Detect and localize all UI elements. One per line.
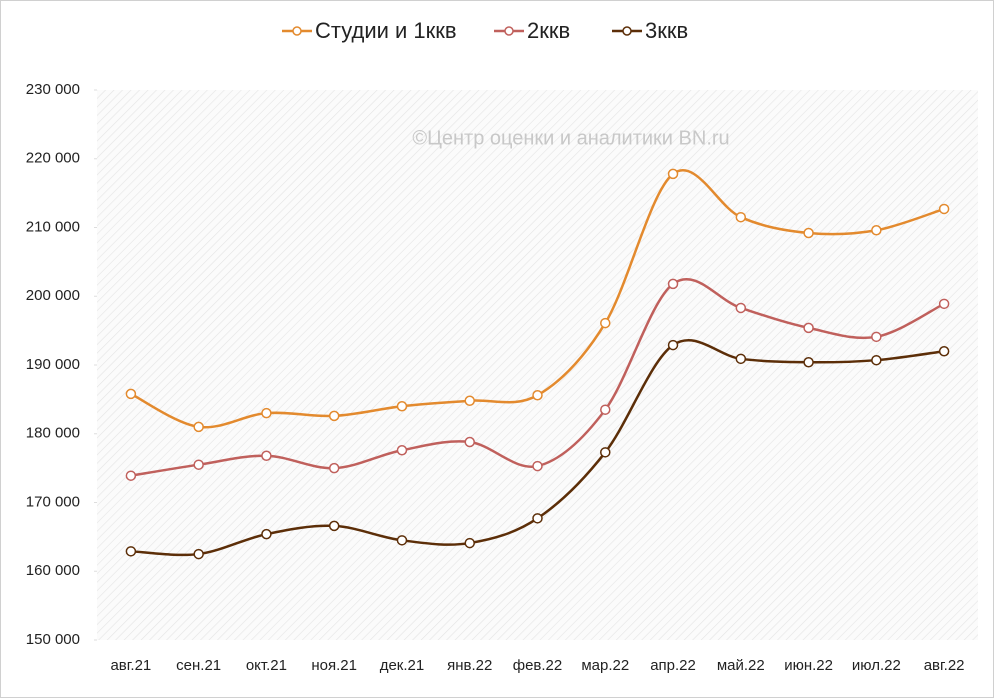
point bbox=[938, 346, 950, 357]
y-tick-label: 230 000 bbox=[26, 81, 80, 98]
x-tick-label: ноя.21 bbox=[311, 657, 357, 674]
y-tick-label: 220 000 bbox=[26, 150, 80, 167]
point bbox=[396, 401, 408, 412]
point bbox=[193, 548, 204, 560]
point bbox=[803, 322, 814, 334]
point bbox=[328, 410, 340, 422]
point bbox=[735, 302, 747, 314]
point bbox=[464, 537, 475, 549]
point bbox=[600, 317, 611, 329]
point bbox=[261, 407, 272, 419]
x-tick-label: авг.22 bbox=[924, 657, 965, 674]
point bbox=[125, 470, 137, 481]
point bbox=[600, 404, 611, 415]
point bbox=[871, 354, 882, 366]
x-tick-label: июл.22 bbox=[852, 657, 901, 674]
x-tick-label: июн.22 bbox=[784, 657, 833, 674]
y-tick-label: 180 000 bbox=[26, 425, 80, 442]
point bbox=[667, 168, 679, 180]
x-tick-label: окт.21 bbox=[246, 657, 287, 674]
y-tick-label: 170 000 bbox=[26, 493, 80, 510]
watermark: ©Центр оценки и аналитики BN.ru bbox=[412, 127, 729, 149]
point bbox=[871, 331, 882, 343]
point bbox=[667, 339, 679, 351]
x-tick-label: дек.21 bbox=[380, 657, 425, 674]
point bbox=[735, 353, 747, 365]
y-tick-label: 200 000 bbox=[26, 287, 80, 304]
y-tick-label: 210 000 bbox=[26, 218, 80, 235]
x-tick-label: авг.21 bbox=[110, 657, 151, 674]
point bbox=[803, 227, 814, 239]
point bbox=[193, 459, 204, 470]
point bbox=[871, 225, 882, 236]
y-tick-label: 150 000 bbox=[26, 631, 80, 648]
point bbox=[261, 528, 272, 540]
point bbox=[532, 513, 543, 524]
point bbox=[328, 520, 340, 532]
point bbox=[464, 436, 475, 448]
point bbox=[735, 211, 747, 223]
point bbox=[396, 445, 408, 456]
legend-label: 3ккв bbox=[645, 18, 688, 43]
point bbox=[125, 546, 137, 557]
legend-label: Студии и 1ккв bbox=[315, 18, 457, 43]
point bbox=[667, 278, 679, 290]
point bbox=[125, 388, 137, 400]
y-tick-label: 160 000 bbox=[26, 562, 80, 579]
point bbox=[193, 421, 204, 433]
x-tick-label: фев.22 bbox=[513, 657, 563, 674]
point bbox=[803, 357, 814, 368]
legend-marker bbox=[622, 26, 632, 36]
point bbox=[938, 203, 950, 215]
point bbox=[464, 395, 475, 406]
x-tick-label: май.22 bbox=[717, 657, 765, 674]
point bbox=[600, 447, 611, 458]
x-tick-label: янв.22 bbox=[447, 657, 492, 674]
legend-label: 2ккв bbox=[527, 18, 570, 43]
point bbox=[396, 535, 408, 546]
point bbox=[532, 390, 543, 401]
legend-marker bbox=[292, 26, 302, 36]
plot-area bbox=[97, 90, 978, 640]
x-tick-label: сен.21 bbox=[176, 657, 221, 674]
x-tick-label: апр.22 bbox=[650, 657, 696, 674]
point bbox=[532, 460, 543, 472]
x-tick-label: мар.22 bbox=[581, 657, 629, 674]
point bbox=[938, 298, 950, 310]
point bbox=[261, 450, 272, 461]
legend-marker bbox=[504, 26, 514, 36]
point bbox=[328, 462, 340, 474]
y-tick-label: 190 000 bbox=[26, 356, 80, 373]
